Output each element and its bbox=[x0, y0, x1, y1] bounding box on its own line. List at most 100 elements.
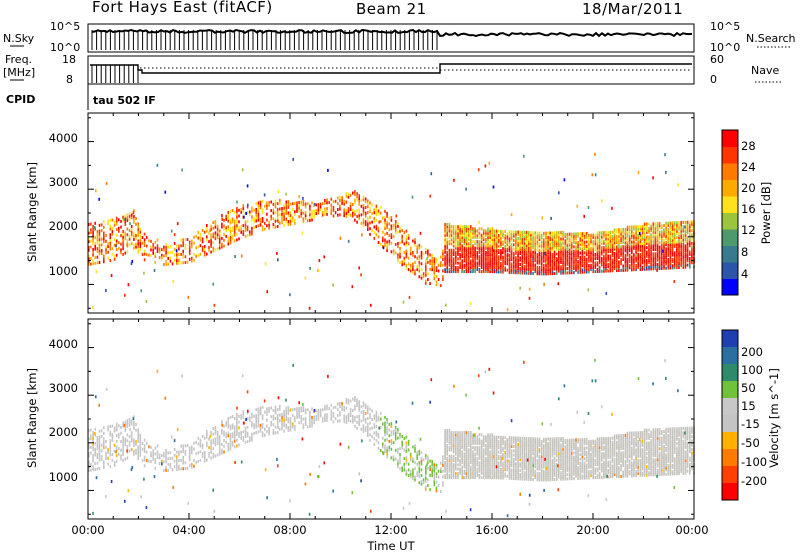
power-cell bbox=[407, 242, 410, 246]
power-cell bbox=[583, 242, 586, 246]
power-cell bbox=[607, 258, 609, 262]
power-cell bbox=[472, 248, 474, 252]
power-cell bbox=[626, 234, 629, 238]
power-cell bbox=[330, 209, 333, 213]
power-cell bbox=[238, 226, 240, 229]
power-cell bbox=[240, 254, 243, 258]
power-cell bbox=[560, 239, 562, 243]
power-cell bbox=[487, 235, 489, 239]
power-cell bbox=[691, 229, 693, 233]
velocity-cell bbox=[493, 441, 496, 445]
velocity-cell bbox=[315, 409, 318, 413]
velocity-cell bbox=[92, 459, 94, 463]
velocity-cell bbox=[461, 431, 463, 435]
power-cell bbox=[551, 242, 554, 246]
velocity-cell bbox=[347, 401, 350, 405]
power-cell bbox=[489, 229, 491, 233]
velocity-cell bbox=[257, 424, 260, 428]
power-cell bbox=[397, 253, 399, 257]
power-cell bbox=[358, 197, 360, 200]
power-cell bbox=[568, 258, 571, 262]
power-cell bbox=[508, 243, 511, 247]
power-cell bbox=[452, 242, 455, 246]
power-cell bbox=[259, 223, 262, 227]
power-cell bbox=[178, 244, 180, 248]
power-cell bbox=[356, 209, 358, 213]
nsky-trace bbox=[91, 28, 693, 38]
velocity-cell bbox=[272, 417, 275, 421]
power-cell bbox=[487, 231, 489, 235]
power-cell bbox=[673, 240, 676, 244]
power-cell bbox=[530, 252, 532, 256]
power-cell bbox=[197, 230, 200, 234]
power-cell bbox=[229, 241, 232, 245]
velocity-cell bbox=[229, 433, 232, 437]
power-cell bbox=[326, 212, 328, 216]
velocity-cell bbox=[465, 437, 468, 441]
velocity-cell bbox=[364, 417, 367, 421]
velocity-cell bbox=[489, 446, 491, 450]
power-cell bbox=[686, 222, 689, 226]
power-cell bbox=[472, 255, 474, 259]
power-cell bbox=[680, 227, 682, 231]
power-cell bbox=[446, 261, 448, 265]
velocity-cell bbox=[431, 465, 433, 469]
power-cell bbox=[517, 249, 519, 253]
power-cell bbox=[639, 242, 642, 246]
power-cell bbox=[120, 225, 122, 229]
power-cell bbox=[197, 245, 200, 249]
power-cell bbox=[513, 266, 515, 270]
power-cell bbox=[246, 219, 249, 223]
power-cell bbox=[568, 264, 571, 268]
power-cell bbox=[669, 238, 672, 242]
power-cell bbox=[519, 250, 521, 253]
power-cell bbox=[487, 255, 489, 259]
power-cell bbox=[601, 263, 603, 267]
power-cell bbox=[369, 207, 371, 211]
velocity-cell bbox=[446, 435, 448, 439]
power-cell bbox=[598, 252, 601, 256]
velocity-cell bbox=[133, 441, 135, 445]
velocity-cell bbox=[122, 441, 124, 445]
power-cell bbox=[682, 253, 685, 257]
power-cell bbox=[635, 248, 637, 252]
power-cell bbox=[482, 244, 485, 248]
velocity-cell bbox=[480, 467, 483, 471]
velocity-cell bbox=[467, 435, 470, 439]
power-cell bbox=[506, 255, 509, 259]
power-cell bbox=[581, 268, 584, 272]
velocity-cell bbox=[459, 439, 461, 443]
power-cell bbox=[575, 245, 577, 249]
velocity-cell bbox=[173, 453, 176, 457]
power-cell bbox=[379, 205, 382, 209]
power-cell bbox=[242, 232, 245, 236]
power-cell bbox=[562, 237, 564, 241]
power-cell bbox=[480, 257, 483, 261]
power-cell bbox=[583, 244, 586, 248]
velocity-cell bbox=[491, 450, 494, 454]
power-cell bbox=[122, 247, 124, 251]
power-cell bbox=[474, 255, 476, 259]
velocity-cell bbox=[287, 420, 290, 424]
power-cell bbox=[673, 232, 676, 235]
power-cell bbox=[581, 245, 584, 248]
velocity-cell bbox=[476, 471, 479, 475]
power-cell bbox=[274, 211, 277, 215]
power-cell bbox=[658, 267, 661, 270]
power-cell bbox=[592, 259, 594, 263]
power-cell bbox=[523, 260, 526, 264]
power-cell bbox=[521, 248, 524, 251]
velocity-cell bbox=[111, 424, 114, 428]
velocity-cell bbox=[182, 467, 184, 471]
velocity-cell bbox=[442, 455, 444, 459]
power-cell bbox=[95, 189, 97, 193]
power-cell bbox=[446, 263, 448, 267]
power-cell bbox=[611, 262, 614, 266]
power-cell bbox=[665, 221, 667, 225]
power-cell bbox=[467, 265, 470, 269]
velocity-cell bbox=[354, 399, 356, 402]
power-cell bbox=[616, 234, 618, 238]
power-cell bbox=[523, 269, 526, 273]
power-cell bbox=[111, 247, 114, 251]
power-cell bbox=[347, 192, 350, 196]
